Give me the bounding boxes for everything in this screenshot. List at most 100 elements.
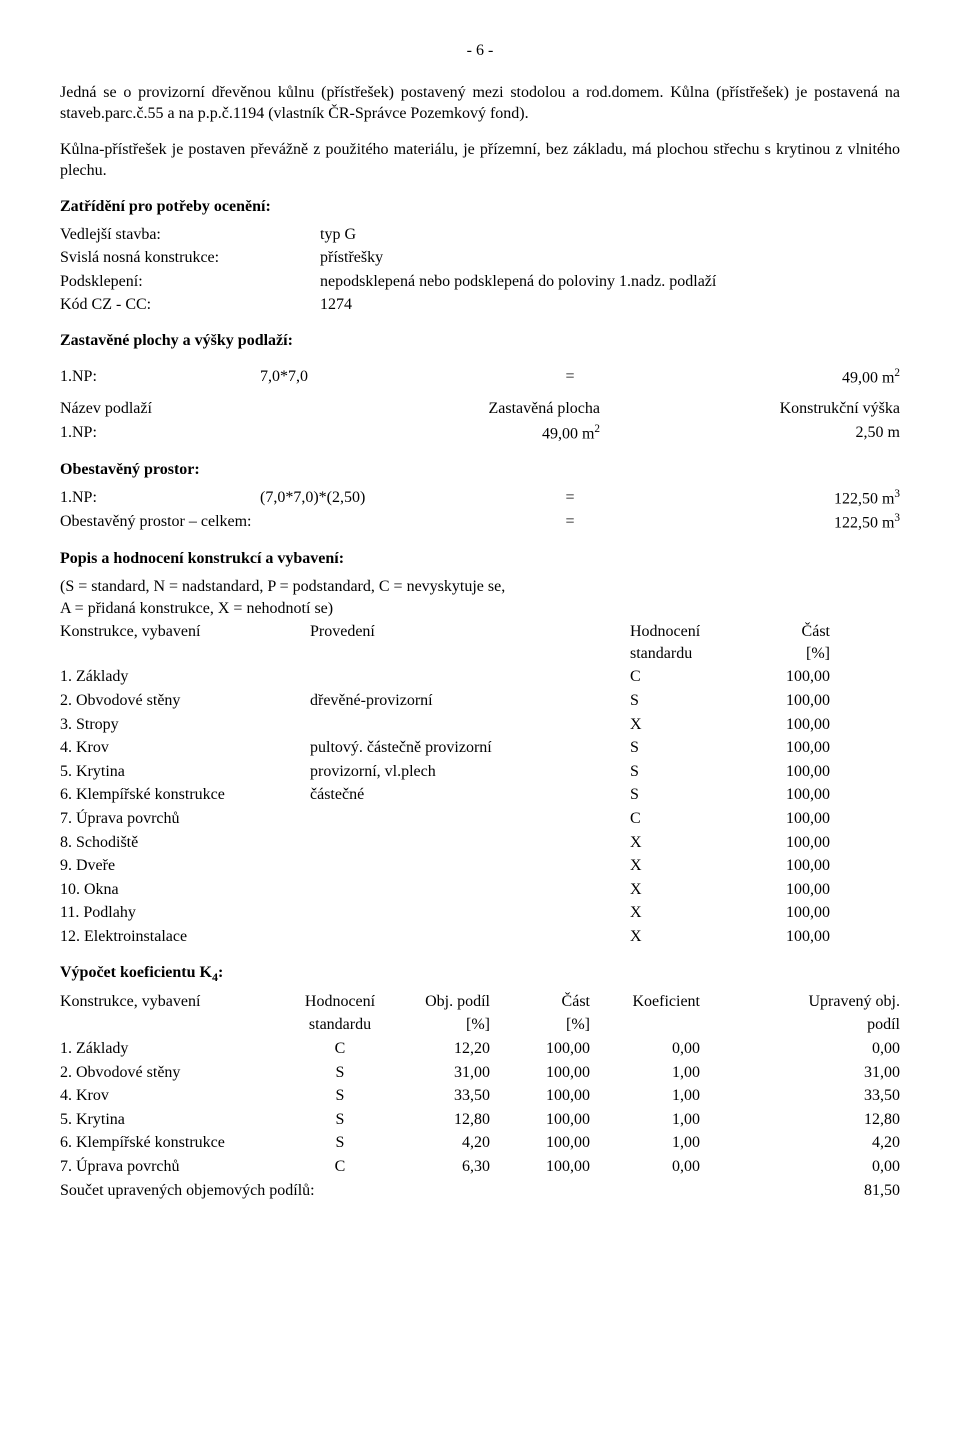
popis-row: 4. Krovpultový. částečně provizorníS100,…	[60, 737, 900, 759]
cell-konstrukce: 1. Základy	[60, 1038, 290, 1060]
col-cast: Část [%]	[750, 621, 830, 664]
cell-konstrukce: 5. Krytina	[60, 1109, 290, 1131]
cell-hodnoceni: S	[630, 737, 750, 759]
obestaveny-title: Obestavěný prostor:	[60, 459, 900, 481]
zatrideni-title: Zatřídění pro potřeby ocenění:	[60, 196, 900, 218]
kv-label: Vedlejší stavba:	[60, 224, 320, 246]
popis-row: 5. Krytinaprovizorní, vl.plechS100,00	[60, 761, 900, 783]
cell-konstrukce: 8. Schodiště	[60, 832, 310, 854]
cell-obj-podil: 12,80	[390, 1109, 490, 1131]
cell-cast: 100,00	[750, 926, 830, 948]
zatrideni-row: Svislá nosná konstrukce:přístřešky	[60, 247, 900, 269]
cell-obj-podil: 31,00	[390, 1062, 490, 1084]
popis-row: 7. Úprava povrchůC100,00	[60, 808, 900, 830]
popis-row: 8. SchodištěX100,00	[60, 832, 900, 854]
cell-hodnoceni: S	[630, 784, 750, 806]
popis-legend-2: A = přidaná konstrukce, X = nehodnotí se…	[60, 598, 900, 620]
popis-legend-1: (S = standard, N = nadstandard, P = pods…	[60, 576, 900, 598]
cell-cast: 100,00	[750, 784, 830, 806]
cell-provedeni	[310, 666, 630, 688]
cell-hodnoceni: C	[630, 808, 750, 830]
zastavene-data: 1.NP: 49,00 m2 2,50 m	[60, 422, 900, 445]
k4-sum: Součet upravených objemových podílů: 81,…	[60, 1180, 900, 1202]
cell-konstrukce: 2. Obvodové stěny	[60, 690, 310, 712]
cell-obj-podil: 12,20	[390, 1038, 490, 1060]
cell-koeficient: 1,00	[590, 1085, 700, 1107]
cell-cast: 100,00	[750, 855, 830, 877]
popis-header: Konstrukce, vybavení Provedení Hodnocení…	[60, 621, 900, 664]
cell-obj-podil: 33,50	[390, 1085, 490, 1107]
zastavene-calc: 1.NP: 7,0*7,0 = 49,00 m2	[60, 366, 900, 389]
zatrideni-row: Kód CZ - CC:1274	[60, 294, 900, 316]
calc-eq: =	[540, 366, 600, 389]
cell-koeficient: 0,00	[590, 1156, 700, 1178]
col-provedeni: Provedení	[310, 621, 630, 664]
cell-cast: 100,00	[750, 714, 830, 736]
cell-provedeni	[310, 832, 630, 854]
cell-upraveny: 31,00	[700, 1062, 900, 1084]
cell-cast: 100,00	[750, 808, 830, 830]
calc-expr: 7,0*7,0	[260, 366, 540, 389]
calc-label: Obestavěný prostor – celkem:	[60, 511, 540, 534]
col-podil: podíl	[700, 1014, 900, 1036]
cell-hodnoceni: S	[290, 1085, 390, 1107]
kv-value: 1274	[320, 294, 352, 316]
paragraph-1: Jedná se o provizorní dřevěnou kůlnu (př…	[60, 82, 900, 125]
cell-cast: 100,00	[490, 1109, 590, 1131]
zatrideni-row: Podsklepení:nepodsklepená nebo podsklepe…	[60, 271, 900, 293]
col-konstrukce: Konstrukce, vybavení	[60, 991, 290, 1013]
cell-cast: 100,00	[490, 1132, 590, 1154]
col-konstrukce: Konstrukce, vybavení	[60, 621, 310, 664]
popis-row: 6. Klempířské konstrukcečástečnéS100,00	[60, 784, 900, 806]
cell-vyska: 2,50 m	[660, 422, 900, 445]
cell-konstrukce: 4. Krov	[60, 1085, 290, 1107]
page-number: - 6 -	[60, 40, 900, 62]
cell-hodnoceni: X	[630, 879, 750, 901]
col-nazev-podlazi: Název podlaží	[60, 398, 340, 420]
cell-koeficient: 1,00	[590, 1132, 700, 1154]
cell-konstrukce: 4. Krov	[60, 737, 310, 759]
col-obj-podil: Obj. podíl	[390, 991, 490, 1013]
k4-row: 5. KrytinaS12,80100,001,0012,80	[60, 1109, 900, 1131]
cell-konstrukce: 1. Základy	[60, 666, 310, 688]
calc-value: 49,00 m2	[600, 366, 900, 389]
cell-provedeni: pultový. částečně provizorní	[310, 737, 630, 759]
zatrideni-row: Vedlejší stavba:typ G	[60, 224, 900, 246]
cell-hodnoceni: S	[630, 690, 750, 712]
cell-konstrukce: 12. Elektroinstalace	[60, 926, 310, 948]
col-zastavena-plocha: Zastavěná plocha	[340, 398, 660, 420]
cell-np: 1.NP:	[60, 422, 340, 445]
kv-label: Kód CZ - CC:	[60, 294, 320, 316]
cell-provedeni: dřevěné-provizorní	[310, 690, 630, 712]
cell-hodnoceni: C	[290, 1156, 390, 1178]
k4-row: 7. Úprava povrchůC6,30100,000,000,00	[60, 1156, 900, 1178]
cell-hodnoceni: S	[290, 1062, 390, 1084]
paragraph-2: Kůlna-přístřešek je postaven převážně z …	[60, 139, 900, 182]
cell-konstrukce: 6. Klempířské konstrukce	[60, 784, 310, 806]
cell-upraveny: 33,50	[700, 1085, 900, 1107]
kv-value: přístřešky	[320, 247, 383, 269]
cell-provedeni	[310, 855, 630, 877]
cell-cast: 100,00	[750, 832, 830, 854]
k4-header2: standardu [%] [%] podíl	[60, 1014, 900, 1036]
k4-row: 4. KrovS33,50100,001,0033,50	[60, 1085, 900, 1107]
obestaveny-row1: 1.NP: (7,0*7,0)*(2,50) = 122,50 m3	[60, 487, 900, 510]
cell-hodnoceni: X	[630, 855, 750, 877]
cell-koeficient: 1,00	[590, 1062, 700, 1084]
cell-koeficient: 0,00	[590, 1038, 700, 1060]
calc-expr: (7,0*7,0)*(2,50)	[260, 487, 540, 510]
cell-plocha: 49,00 m2	[340, 422, 660, 445]
cell-hodnoceni: X	[630, 926, 750, 948]
cell-konstrukce: 9. Dveře	[60, 855, 310, 877]
cell-hodnoceni: S	[290, 1132, 390, 1154]
cell-provedeni	[310, 926, 630, 948]
cell-konstrukce: 3. Stropy	[60, 714, 310, 736]
cell-cast: 100,00	[750, 879, 830, 901]
sum-value: 81,50	[780, 1180, 900, 1202]
cell-cast: 100,00	[750, 902, 830, 924]
cell-cast: 100,00	[490, 1156, 590, 1178]
cell-hodnoceni: X	[630, 902, 750, 924]
col-hodnoceni: Hodnocení	[290, 991, 390, 1013]
calc-value: 122,50 m3	[600, 511, 900, 534]
cell-provedeni	[310, 714, 630, 736]
